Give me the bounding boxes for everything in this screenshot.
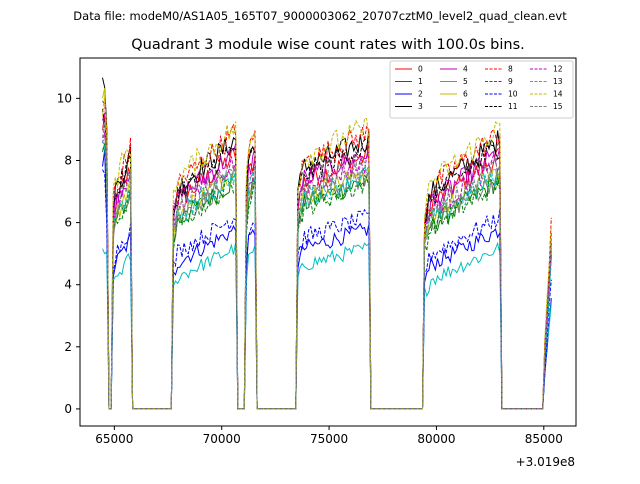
x-offset-label: +3.019e8 bbox=[516, 455, 575, 469]
legend-label-13: 13 bbox=[553, 77, 563, 86]
series-line-11 bbox=[102, 108, 552, 410]
legend-label-7: 7 bbox=[463, 102, 468, 111]
y-tick-label: 2 bbox=[64, 340, 72, 354]
x-tick-label: 80000 bbox=[417, 432, 455, 446]
legend-label-6: 6 bbox=[463, 90, 468, 99]
legend-label-2: 2 bbox=[418, 90, 423, 99]
x-tick-label: 65000 bbox=[95, 432, 133, 446]
data-file-label: Data file: modeM0/AS1A05_165T07_90000030… bbox=[73, 9, 567, 23]
plot-frame bbox=[79, 57, 577, 427]
chart-title: Quadrant 3 module wise count rates with … bbox=[131, 37, 525, 53]
legend-label-4: 4 bbox=[463, 65, 468, 74]
series-layer bbox=[102, 77, 552, 410]
y-tick-label: 4 bbox=[64, 278, 72, 292]
legend-label-10: 10 bbox=[508, 90, 518, 99]
legend-label-8: 8 bbox=[508, 65, 513, 74]
y-tick-label: 0 bbox=[64, 402, 72, 416]
legend-label-11: 11 bbox=[508, 102, 518, 111]
y-tick-label: 6 bbox=[64, 216, 72, 230]
series-line-6 bbox=[102, 87, 552, 410]
legend-label-3: 3 bbox=[418, 102, 423, 111]
x-tick-label: 75000 bbox=[310, 432, 348, 446]
x-tick-label: 70000 bbox=[203, 432, 241, 446]
series-line-8 bbox=[102, 100, 552, 410]
legend-label-1: 1 bbox=[418, 77, 423, 86]
legend-label-14: 14 bbox=[553, 90, 563, 99]
series-line-15 bbox=[102, 122, 552, 410]
series-line-2 bbox=[102, 149, 552, 410]
legend-box bbox=[389, 60, 574, 119]
axes-layer: 65000 70000 75000 80000 85000 0 2 4 6 8 10 bbox=[57, 91, 563, 446]
legend-label-0: 0 bbox=[418, 65, 423, 74]
x-tick-label: 85000 bbox=[525, 432, 563, 446]
legend-label-9: 9 bbox=[508, 77, 513, 86]
series-line-12 bbox=[102, 132, 552, 410]
series-line-3 bbox=[102, 77, 552, 410]
y-tick-label: 10 bbox=[57, 91, 72, 105]
legend-label-12: 12 bbox=[553, 65, 563, 74]
y-tick-label: 8 bbox=[64, 153, 72, 167]
series-line-9 bbox=[102, 145, 552, 410]
series-line-10 bbox=[102, 169, 552, 410]
series-line-5 bbox=[102, 241, 552, 410]
series-line-14 bbox=[102, 94, 552, 410]
legend-label-15: 15 bbox=[553, 102, 563, 111]
legend-label-5: 5 bbox=[463, 77, 468, 86]
series-line-13 bbox=[102, 140, 552, 410]
